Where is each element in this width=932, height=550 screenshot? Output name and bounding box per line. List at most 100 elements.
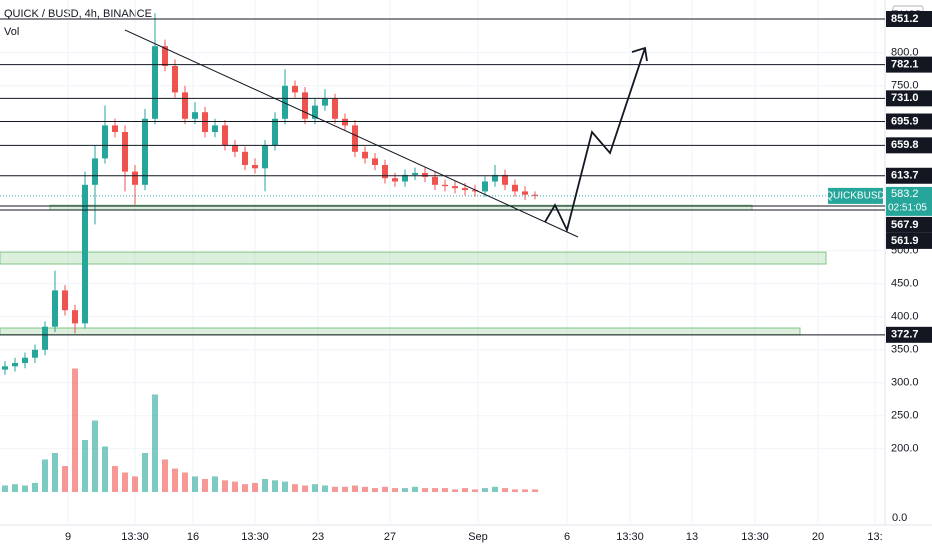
volume-bar [52,453,58,492]
candle-body [162,46,168,66]
candle-body [332,99,338,119]
volume-bar [322,485,328,492]
x-tick-label: 13:30 [616,531,644,543]
level-price-label: 613.7 [891,170,919,182]
level-price-box [886,326,932,343]
y-tick-label: 350.0 [891,344,919,356]
volume-bar [392,488,398,492]
y-tick-label: 750.0 [891,80,919,92]
volume-bar [282,481,288,492]
x-tick-label: 13: [867,531,882,543]
candle-body [102,125,108,159]
candle-body [42,326,48,350]
candle-body [172,66,178,93]
candle-body [242,151,248,165]
y-tick-label: 450.0 [891,278,919,290]
volume-bar [102,446,108,492]
countdown-label: 02:51:05 [888,203,927,214]
level-price-label: 782.1 [891,59,919,71]
candle-body [472,190,478,192]
candle-body [432,176,438,185]
volume-bar [112,466,118,492]
volume-bar [482,488,488,492]
volume-bar [332,486,338,492]
candle-body [52,290,58,327]
candle-body [362,151,368,159]
volume-bar [92,420,98,492]
y-tick-label: 300.0 [891,377,919,389]
candle-body [92,158,98,185]
volume-bar [22,485,28,492]
y-tick-label: 800.0 [891,47,919,59]
volume-bar [132,476,138,492]
volume-bar [472,489,478,492]
candle-body [482,181,488,192]
level-price-box [886,113,932,130]
x-tick-label: 27 [384,531,396,543]
candle-body [302,92,308,119]
support-zone [0,251,827,265]
candle-body [502,174,508,185]
trend-line [124,29,579,238]
x-tick-label: 20 [812,531,824,543]
x-tick-label: 16 [187,531,199,543]
candle-body [372,158,378,165]
volume-bar [432,488,438,492]
volume-bar [12,484,18,492]
candle-body [72,310,78,324]
volume-bar [142,453,148,492]
x-tick-label: 6 [564,531,570,543]
candle-body [312,105,318,119]
volume-bar [252,482,258,492]
candle-body [392,178,398,182]
level-price-label: 561.9 [891,235,919,247]
x-tick-label: 23 [312,531,324,543]
x-tick-label: 13:30 [241,531,269,543]
candle-body [62,290,68,311]
candle-body [522,191,528,195]
volume-bar [522,489,528,492]
level-price-box [886,90,932,107]
volume-bar [212,476,218,492]
y-tick-label: 200.0 [891,443,919,455]
candle-body [342,118,348,126]
y-tick-label: 400.0 [891,311,919,323]
volume-bar [172,468,178,492]
volume-bar [452,489,458,492]
volume-bar [2,485,8,492]
volume-bar [182,472,188,492]
level-price-box [886,216,932,233]
candle-body [122,132,128,172]
y-tick-label: 500.0 [891,245,919,257]
level-price-label: 731.0 [891,92,919,104]
candle-body [412,172,418,175]
volume-bar [62,466,68,492]
candle-body [422,172,428,177]
x-tick-label: 13:30 [121,531,149,543]
level-price-box [886,11,932,28]
volume-bar [502,488,508,492]
chart-title: QUICK / BUSD, 4h, BINANCE [4,8,152,20]
volume-bar [532,489,538,492]
volume-bar [352,485,358,492]
volume-bar [312,484,318,492]
x-tick-label: 13 [686,531,698,543]
volume-bar [342,486,348,492]
projection-arrowhead [631,46,648,62]
candle-body [492,174,498,182]
volume-bar [32,482,38,492]
volume-bar [122,472,128,492]
level-price-box [886,56,932,73]
volume-axis-label: 0.0 [892,512,907,524]
candle-body [222,125,228,146]
volume-bar [362,486,368,492]
candle-body [462,188,468,191]
volume-bar [442,488,448,492]
level-price-label: 851.2 [891,13,919,25]
volume-bar [162,459,168,492]
candle-body [252,165,258,169]
candle-body [182,92,188,119]
candle-body [512,184,518,192]
support-zone [0,327,801,336]
volume-bar [422,488,428,492]
